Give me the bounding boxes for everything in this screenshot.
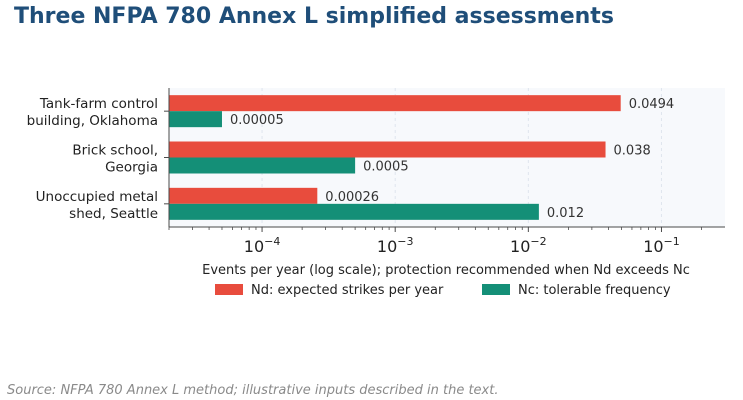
x-tick-exponent: −1 (664, 235, 680, 248)
bar-nd (169, 95, 621, 112)
y-category-label: Brick school, (72, 143, 158, 159)
bar-nc (169, 157, 356, 174)
y-category-label: Tank-farm control (39, 96, 158, 112)
y-category-label: shed, Seattle (69, 206, 158, 222)
x-tick-base: 10 (244, 237, 264, 256)
y-category-label: Georgia (105, 160, 158, 176)
x-tick-label: 10−1 (643, 235, 680, 256)
legend-label: Nd: expected strikes per year (251, 283, 444, 298)
legend-swatch (482, 284, 510, 295)
x-tick-exponent: −3 (397, 235, 413, 248)
bar-value-label: 0.0494 (629, 97, 675, 112)
bar-nc (169, 203, 539, 220)
bar-value-label: 0.00005 (230, 113, 284, 128)
bars (169, 95, 621, 220)
x-tick-base: 10 (377, 237, 397, 256)
legend: Nd: expected strikes per year Nc: tolerab… (215, 283, 671, 298)
x-tick-label: 10−4 (244, 235, 281, 256)
x-tick-base: 10 (643, 237, 663, 256)
legend-label: Nc: tolerable frequency (518, 283, 671, 298)
x-tick-label: 10−2 (510, 235, 547, 256)
x-tick-exponent: −4 (264, 235, 280, 248)
bar-value-label: 0.00026 (325, 190, 379, 205)
x-axis-title: Events per year (log scale); protection … (202, 263, 690, 278)
x-tick-label: 10−3 (377, 235, 414, 256)
legend-swatch (215, 284, 243, 295)
bar-nd (169, 187, 318, 204)
source-note: Source: NFPA 780 Annex L method; illustr… (7, 383, 499, 398)
bar-value-label: 0.0005 (363, 160, 409, 175)
bar-nd (169, 141, 606, 158)
bar-value-label: 0.012 (547, 206, 584, 221)
y-category-label: building, Oklahoma (27, 113, 158, 129)
axes (164, 88, 725, 232)
chart-title: Three NFPA 780 Annex L simplified assess… (14, 4, 614, 29)
bar-nc (169, 111, 222, 128)
x-tick-base: 10 (510, 237, 530, 256)
x-tick-exponent: −2 (530, 235, 546, 248)
bar-value-label: 0.038 (614, 144, 651, 159)
y-category-label: Unoccupied metal (36, 189, 158, 205)
